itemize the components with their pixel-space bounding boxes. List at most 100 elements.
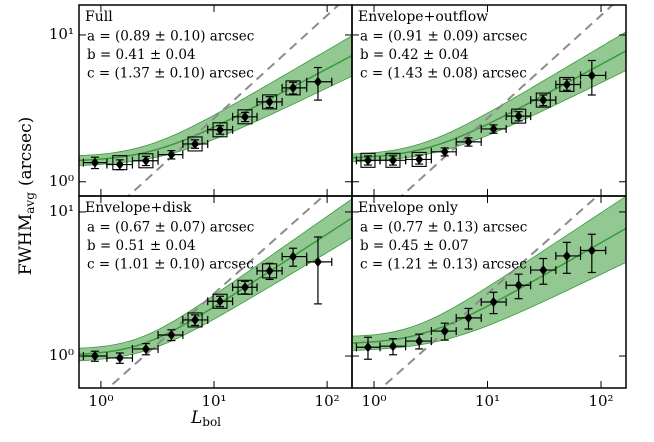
point [141, 155, 150, 166]
panel [79, 196, 352, 388]
point [489, 123, 498, 134]
y-tick-label: 10¹ [49, 202, 74, 220]
point [363, 155, 372, 166]
reference-line [379, 196, 599, 388]
y-tick-label: 10⁰ [49, 172, 74, 190]
fit-line [79, 217, 352, 355]
model-box [411, 151, 427, 167]
fit-annotation: c = (1.21 ± 0.13) arcsec [360, 257, 527, 273]
x-tick-label: 10¹ [475, 392, 500, 410]
panel [352, 196, 626, 388]
point [514, 111, 523, 122]
reference-line [106, 196, 325, 388]
point [265, 96, 274, 107]
panel [79, 5, 352, 196]
panel-frame [351, 195, 627, 389]
model-box [138, 153, 154, 169]
model-box [212, 122, 228, 138]
point [587, 245, 596, 256]
fit-annotation: a = (0.89 ± 0.10) arcsec [87, 29, 254, 45]
model-box [385, 152, 401, 168]
y-label-main: FWHM [16, 214, 36, 276]
reference-line [126, 5, 340, 196]
point [415, 154, 424, 165]
point [115, 159, 124, 170]
point [313, 76, 322, 87]
x-tick-label: 10⁰ [361, 392, 386, 410]
point [313, 256, 322, 267]
model-box [285, 80, 301, 96]
fit-annotation: a = (0.77 ± 0.13) arcsec [360, 220, 527, 236]
point [587, 70, 596, 81]
point [388, 341, 397, 352]
point [464, 312, 473, 323]
x-tick-label: 10² [588, 392, 613, 410]
point [289, 251, 298, 262]
fit-annotation: b = 0.42 ± 0.04 [360, 47, 469, 63]
reference-line [400, 5, 614, 196]
point [191, 314, 200, 325]
y-axis-label: FWHMavg (arcsec) [16, 117, 37, 276]
fit-annotation: c = (1.37 ± 0.10) arcsec [87, 66, 254, 82]
point [489, 297, 498, 308]
point [141, 343, 150, 354]
fit-annotation: b = 0.41 ± 0.04 [87, 47, 196, 63]
model-box [187, 312, 203, 328]
point [167, 149, 176, 160]
x-axis-label: Lbol [190, 408, 221, 429]
fit-annotation: a = (0.91 ± 0.09) arcsec [360, 29, 527, 45]
model-box [237, 279, 253, 295]
panel-title: Envelope+outflow [358, 9, 488, 25]
fit-band [352, 31, 626, 163]
panel-title: Full [85, 9, 113, 25]
x-label-sub: bol [202, 415, 221, 429]
fit-annotation: c = (1.43 ± 0.08) arcsec [360, 66, 527, 82]
panel [352, 5, 626, 196]
point [90, 351, 99, 362]
x-label-main: L [190, 408, 202, 428]
model-box [559, 76, 575, 93]
point [241, 282, 250, 293]
y-tick-label: 10¹ [49, 25, 74, 43]
x-tick-label: 10⁰ [88, 392, 113, 410]
model-box [262, 263, 278, 279]
panel-title: Envelope only [358, 200, 458, 216]
model-box [212, 293, 228, 309]
point [241, 111, 250, 122]
point [363, 342, 372, 353]
panel-title: Envelope+disk [85, 200, 192, 216]
y-label-unit: (arcsec) [16, 117, 36, 186]
model-box [187, 136, 203, 152]
point [514, 280, 523, 291]
fit-annotation: a = (0.67 ± 0.07) arcsec [87, 220, 254, 236]
y-tick-label: 10⁰ [49, 346, 74, 364]
point [265, 265, 274, 276]
point [90, 157, 99, 168]
point [539, 95, 548, 106]
fit-annotation: b = 0.51 ± 0.04 [87, 238, 196, 254]
point [191, 138, 200, 149]
model-box [262, 94, 278, 110]
point [440, 326, 449, 337]
point [539, 265, 548, 276]
fit-band [79, 198, 352, 362]
x-tick-label: 10² [315, 392, 340, 410]
point [464, 136, 473, 147]
point [167, 329, 176, 340]
model-box [237, 109, 253, 125]
point [289, 82, 298, 93]
model-box [535, 92, 551, 108]
point [415, 336, 424, 347]
point [388, 155, 397, 166]
fit-annotation: c = (1.01 ± 0.10) arcsec [87, 257, 254, 273]
y-label-sub: avg [23, 192, 37, 214]
point [440, 146, 449, 157]
point [216, 296, 225, 307]
model-box [360, 152, 376, 168]
point [562, 250, 571, 261]
model-box [112, 155, 128, 171]
model-box [511, 108, 527, 124]
point [562, 79, 571, 90]
point [216, 124, 225, 135]
